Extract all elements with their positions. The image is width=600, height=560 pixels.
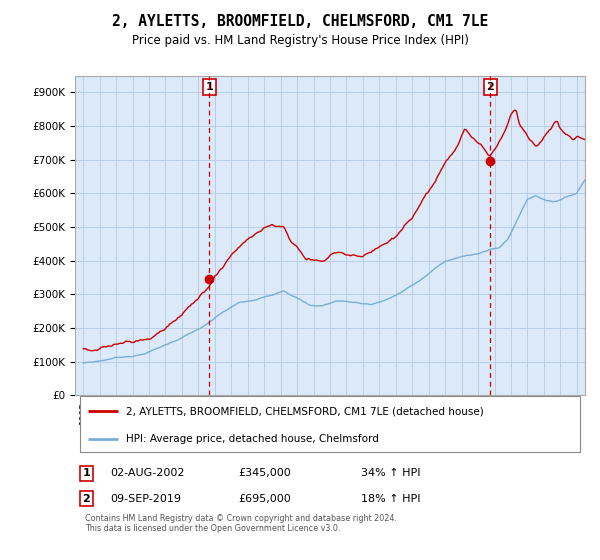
Text: 1: 1 (82, 468, 90, 478)
Text: 02-AUG-2002: 02-AUG-2002 (111, 468, 185, 478)
Text: Price paid vs. HM Land Registry's House Price Index (HPI): Price paid vs. HM Land Registry's House … (131, 34, 469, 46)
Text: 09-SEP-2019: 09-SEP-2019 (111, 493, 182, 503)
Text: 2: 2 (82, 493, 90, 503)
Text: 2, AYLETTS, BROOMFIELD, CHELMSFORD, CM1 7LE: 2, AYLETTS, BROOMFIELD, CHELMSFORD, CM1 … (112, 14, 488, 29)
Text: 34% ↑ HPI: 34% ↑ HPI (361, 468, 420, 478)
Text: 2, AYLETTS, BROOMFIELD, CHELMSFORD, CM1 7LE (detached house): 2, AYLETTS, BROOMFIELD, CHELMSFORD, CM1 … (126, 407, 484, 417)
Text: £695,000: £695,000 (238, 493, 291, 503)
Text: Contains HM Land Registry data © Crown copyright and database right 2024.
This d: Contains HM Land Registry data © Crown c… (85, 514, 397, 534)
Text: 18% ↑ HPI: 18% ↑ HPI (361, 493, 420, 503)
Text: £345,000: £345,000 (238, 468, 291, 478)
Text: 2: 2 (487, 82, 494, 92)
FancyBboxPatch shape (80, 396, 580, 452)
Text: 1: 1 (205, 82, 213, 92)
Text: HPI: Average price, detached house, Chelmsford: HPI: Average price, detached house, Chel… (126, 434, 379, 444)
